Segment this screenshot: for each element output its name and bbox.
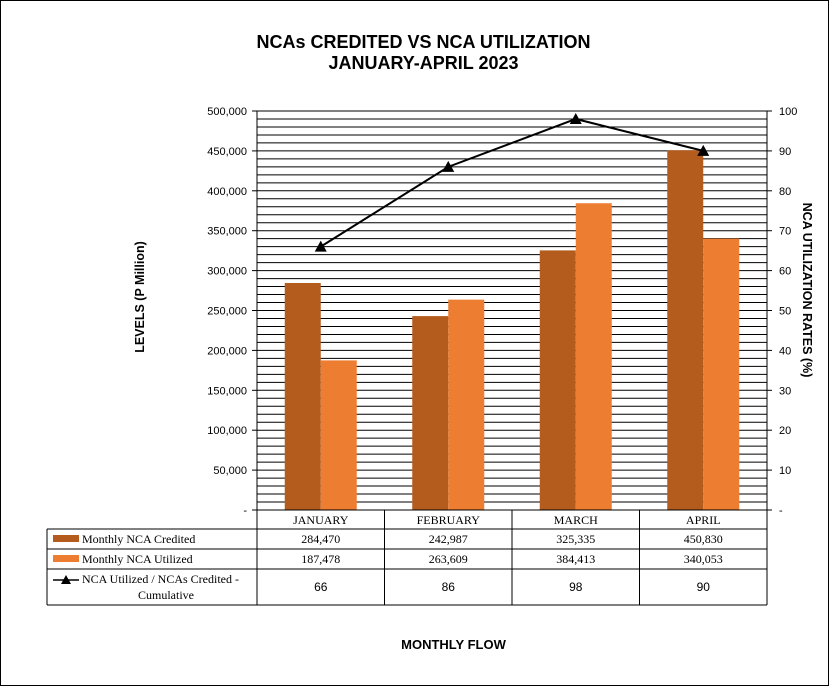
triangle-marker — [314, 240, 327, 252]
y2-tick-label: 100 — [779, 106, 797, 118]
table-cell-rate: 90 — [697, 580, 711, 594]
bar-credited — [667, 150, 704, 510]
table-cell-utilized: 384,413 — [556, 552, 595, 566]
category-label: MARCH — [554, 513, 598, 527]
y-tick-label: 50,000 — [213, 465, 247, 477]
y-tick-label: 400,000 — [207, 186, 247, 198]
legend-name-rate-line1: NCA Utilized / NCAs Credited - — [82, 572, 239, 586]
legend-name-rate-line2: Cumulative — [138, 588, 194, 602]
utilization-rate-line — [320, 117, 704, 248]
y-tick-label: 250,000 — [207, 306, 247, 318]
table-cell-utilized: 187,478 — [301, 552, 340, 566]
legend-swatch-utilized — [53, 555, 79, 562]
triangle-marker — [569, 112, 582, 124]
bar-credited — [412, 316, 449, 510]
bar-utilized — [703, 238, 740, 511]
y2-axis-title: NCA UTILIZATION RATES (%) — [800, 203, 814, 378]
x-axis-title: MONTHLY FLOW — [401, 637, 506, 652]
y2-tick-label: 90 — [779, 146, 791, 158]
legend-name-utilized: Monthly NCA Utilized — [82, 552, 193, 566]
y2-tick-label: 70 — [779, 226, 791, 238]
triangle-marker — [442, 160, 455, 172]
y-tick-label: 450,000 — [207, 146, 247, 158]
category-label: JANUARY — [293, 513, 349, 527]
y2-tick-label: 10 — [779, 465, 791, 477]
y2-tick-label: - — [779, 505, 783, 517]
y2-tick-label: 80 — [779, 186, 791, 198]
bar-credited — [539, 250, 576, 510]
y-tick-label: 300,000 — [207, 266, 247, 278]
y2-tick-label: 50 — [779, 306, 791, 318]
y-tick-label: 150,000 — [207, 385, 247, 397]
y2-tick-label: 20 — [779, 425, 791, 437]
legend-triangle-icon — [61, 575, 71, 584]
y-tick-label: 350,000 — [207, 226, 247, 238]
table-cell-credited: 242,987 — [429, 532, 468, 546]
y-tick-label: 100,000 — [207, 425, 247, 437]
y-axis-title: LEVELS (P Million) — [133, 241, 147, 353]
table-cell-rate: 86 — [442, 580, 456, 594]
table-cell-credited: 284,470 — [301, 532, 340, 546]
table-cell-utilized: 340,053 — [684, 552, 723, 566]
bar-utilized — [575, 203, 612, 511]
bar-utilized — [320, 360, 357, 510]
category-label: FEBRUARY — [417, 513, 481, 527]
table-cell-credited: 325,335 — [556, 532, 595, 546]
y-tick-label: 500,000 — [207, 106, 247, 118]
chart-title: NCAs CREDITED VS NCA UTILIZATION — [256, 32, 591, 52]
chart-subtitle: JANUARY-APRIL 2023 — [328, 53, 519, 73]
y2-tick-label: 30 — [779, 385, 791, 397]
y-tick-label: 200,000 — [207, 345, 247, 357]
triangle-marker — [697, 144, 710, 156]
table-cell-rate: 66 — [314, 580, 328, 594]
table-cell-credited: 450,830 — [684, 532, 723, 546]
legend-swatch-credited — [53, 535, 79, 542]
bar-credited — [284, 282, 321, 510]
y-tick-label: - — [243, 505, 247, 517]
bar-utilized — [448, 299, 485, 510]
table-cell-rate: 98 — [569, 580, 583, 594]
table-cell-utilized: 263,609 — [429, 552, 468, 566]
category-label: APRIL — [686, 513, 721, 527]
legend-name-credited: Monthly NCA Credited — [82, 532, 195, 546]
y2-tick-label: 40 — [779, 345, 791, 357]
y2-tick-label: 60 — [779, 266, 791, 278]
